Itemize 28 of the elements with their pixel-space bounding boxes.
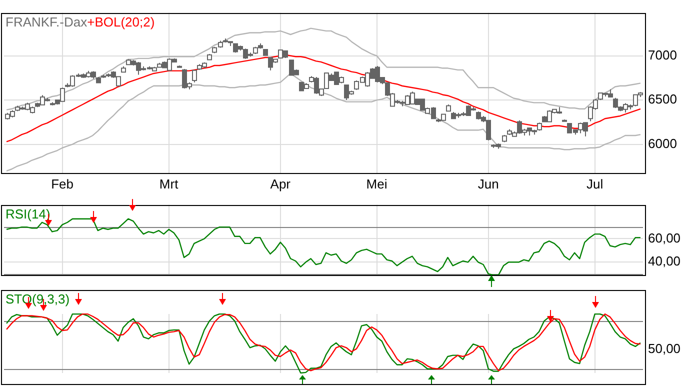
text: +BOL(20;2) [87,14,155,30]
x-tick-label: Jul [586,176,604,192]
candlestick [121,66,126,74]
y-tick-label: 7000 [648,47,677,62]
candlestick [502,134,507,143]
x-tick-label: Feb [51,176,74,192]
candlestick [207,53,212,61]
x-tick-label: Apr [270,176,292,192]
chart-title: STO(9,3,3) [6,292,70,307]
candlestick [192,69,197,83]
y-tick-label: 6000 [648,136,677,151]
x-tick-label: Mrt [159,176,179,192]
candlestick [212,46,217,54]
chart-title: FRANKF.-Dax [6,14,88,30]
chart-title: RSI(14) [6,206,50,222]
candlestick [562,119,567,122]
candlestick [96,76,101,84]
x-tick-label: Jun [478,176,499,192]
x-tick-label: Mei [366,176,388,192]
candlestick [177,65,182,68]
y-tick-label: 60,00 [648,230,681,246]
candlestick [537,122,542,132]
y-tick-label: 6500 [648,92,677,107]
candlestick [263,48,268,56]
y-tick-label: 40,00 [648,254,681,269]
candlestick [218,40,223,48]
text: 50,00 [648,340,681,356]
candlestick [446,104,451,112]
